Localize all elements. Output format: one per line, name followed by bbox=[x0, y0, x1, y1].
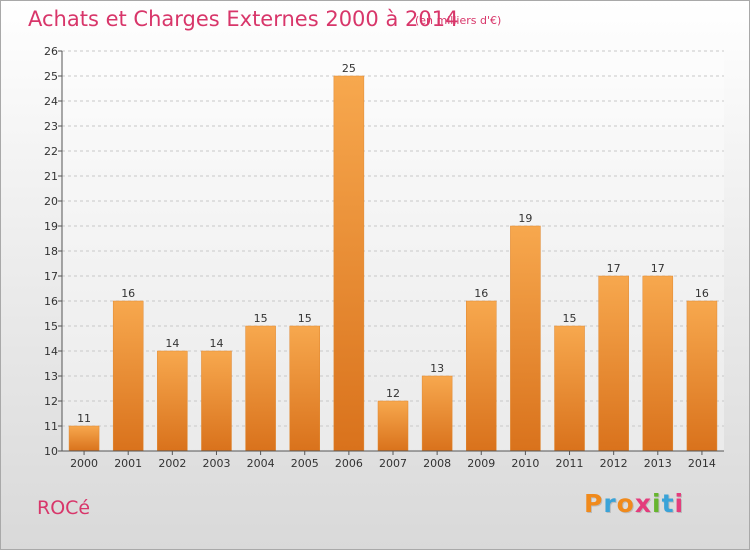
y-tick-label: 11 bbox=[44, 420, 58, 433]
y-tick-label: 16 bbox=[44, 295, 58, 308]
y-tick-label: 26 bbox=[44, 45, 58, 58]
y-tick-label: 21 bbox=[44, 170, 58, 183]
logo-letter: x bbox=[634, 489, 652, 518]
bar-2011 bbox=[554, 325, 585, 452]
data-label-2011: 15 bbox=[563, 312, 577, 325]
bar-2008 bbox=[421, 375, 453, 452]
logo-letter: o bbox=[616, 489, 635, 518]
bar-2002 bbox=[157, 350, 188, 452]
data-label-2003: 14 bbox=[209, 337, 223, 350]
logo-letter: P bbox=[584, 489, 604, 518]
bar-2012 bbox=[598, 275, 629, 452]
x-tick-label-2004: 2004 bbox=[247, 457, 275, 470]
data-label-2006: 25 bbox=[342, 62, 356, 75]
data-label-2010: 19 bbox=[518, 212, 532, 225]
bar-2005 bbox=[289, 325, 320, 452]
y-tick-label: 20 bbox=[44, 195, 58, 208]
y-tick-label: 17 bbox=[44, 270, 58, 283]
bar-2006 bbox=[333, 75, 365, 452]
x-tick-label-2012: 2012 bbox=[600, 457, 628, 470]
logo-letter: i bbox=[652, 489, 662, 518]
data-label-2000: 11 bbox=[77, 412, 91, 425]
x-tick-label-2011: 2011 bbox=[556, 457, 584, 470]
data-label-2001: 16 bbox=[121, 287, 135, 300]
commune-name: ROCé bbox=[37, 497, 91, 519]
bar-2009 bbox=[466, 300, 497, 452]
logo-letter: t bbox=[661, 489, 675, 518]
y-tick-label: 10 bbox=[44, 445, 58, 458]
x-tick-label-2001: 2001 bbox=[114, 457, 142, 470]
y-tick-label: 22 bbox=[44, 145, 58, 158]
chart-subtitle: (en milliers d'€) bbox=[415, 14, 502, 27]
x-tick-label-2002: 2002 bbox=[158, 457, 186, 470]
bar-2000 bbox=[68, 425, 100, 452]
x-tick-label-2005: 2005 bbox=[291, 457, 319, 470]
bar-2014 bbox=[686, 300, 718, 452]
bar-2013 bbox=[642, 275, 674, 452]
bar-2004 bbox=[245, 325, 276, 452]
proxiti-logo: Proxiti bbox=[584, 489, 684, 518]
x-tick-label-2003: 2003 bbox=[202, 457, 230, 470]
bar-2001 bbox=[112, 300, 144, 452]
bar-2007 bbox=[377, 400, 409, 452]
logo-letter: i bbox=[674, 489, 685, 518]
x-tick-label-2007: 2007 bbox=[379, 457, 407, 470]
x-tick-label-2014: 2014 bbox=[688, 457, 716, 470]
y-tick-label: 19 bbox=[44, 220, 58, 233]
x-tick-label-2009: 2009 bbox=[467, 457, 495, 470]
data-label-2005: 15 bbox=[298, 312, 312, 325]
data-label-2012: 17 bbox=[607, 262, 621, 275]
y-tick-label: 15 bbox=[44, 320, 58, 333]
data-label-2002: 14 bbox=[165, 337, 179, 350]
data-label-2004: 15 bbox=[254, 312, 268, 325]
y-tick-label: 13 bbox=[44, 370, 58, 383]
data-label-2008: 13 bbox=[430, 362, 444, 375]
y-tick-label: 18 bbox=[44, 245, 58, 258]
bar-2010 bbox=[510, 225, 541, 452]
x-tick-label-2013: 2013 bbox=[644, 457, 672, 470]
y-tick-label: 25 bbox=[44, 70, 58, 83]
data-label-2007: 12 bbox=[386, 387, 400, 400]
data-label-2009: 16 bbox=[474, 287, 488, 300]
y-tick-label: 23 bbox=[44, 120, 58, 133]
logo-letter: r bbox=[603, 489, 617, 518]
data-label-2013: 17 bbox=[651, 262, 665, 275]
data-label-2014: 16 bbox=[695, 287, 709, 300]
x-tick-label-2006: 2006 bbox=[335, 457, 363, 470]
x-tick-label-2010: 2010 bbox=[511, 457, 539, 470]
chart-title: Achats et Charges Externes 2000 à 2014 bbox=[28, 7, 459, 31]
x-tick-label-2008: 2008 bbox=[423, 457, 451, 470]
x-tick-label-2000: 2000 bbox=[70, 457, 98, 470]
bar-2003 bbox=[201, 350, 232, 452]
y-tick-label: 14 bbox=[44, 345, 58, 358]
y-tick-label: 12 bbox=[44, 395, 58, 408]
y-tick-label: 24 bbox=[44, 95, 58, 108]
